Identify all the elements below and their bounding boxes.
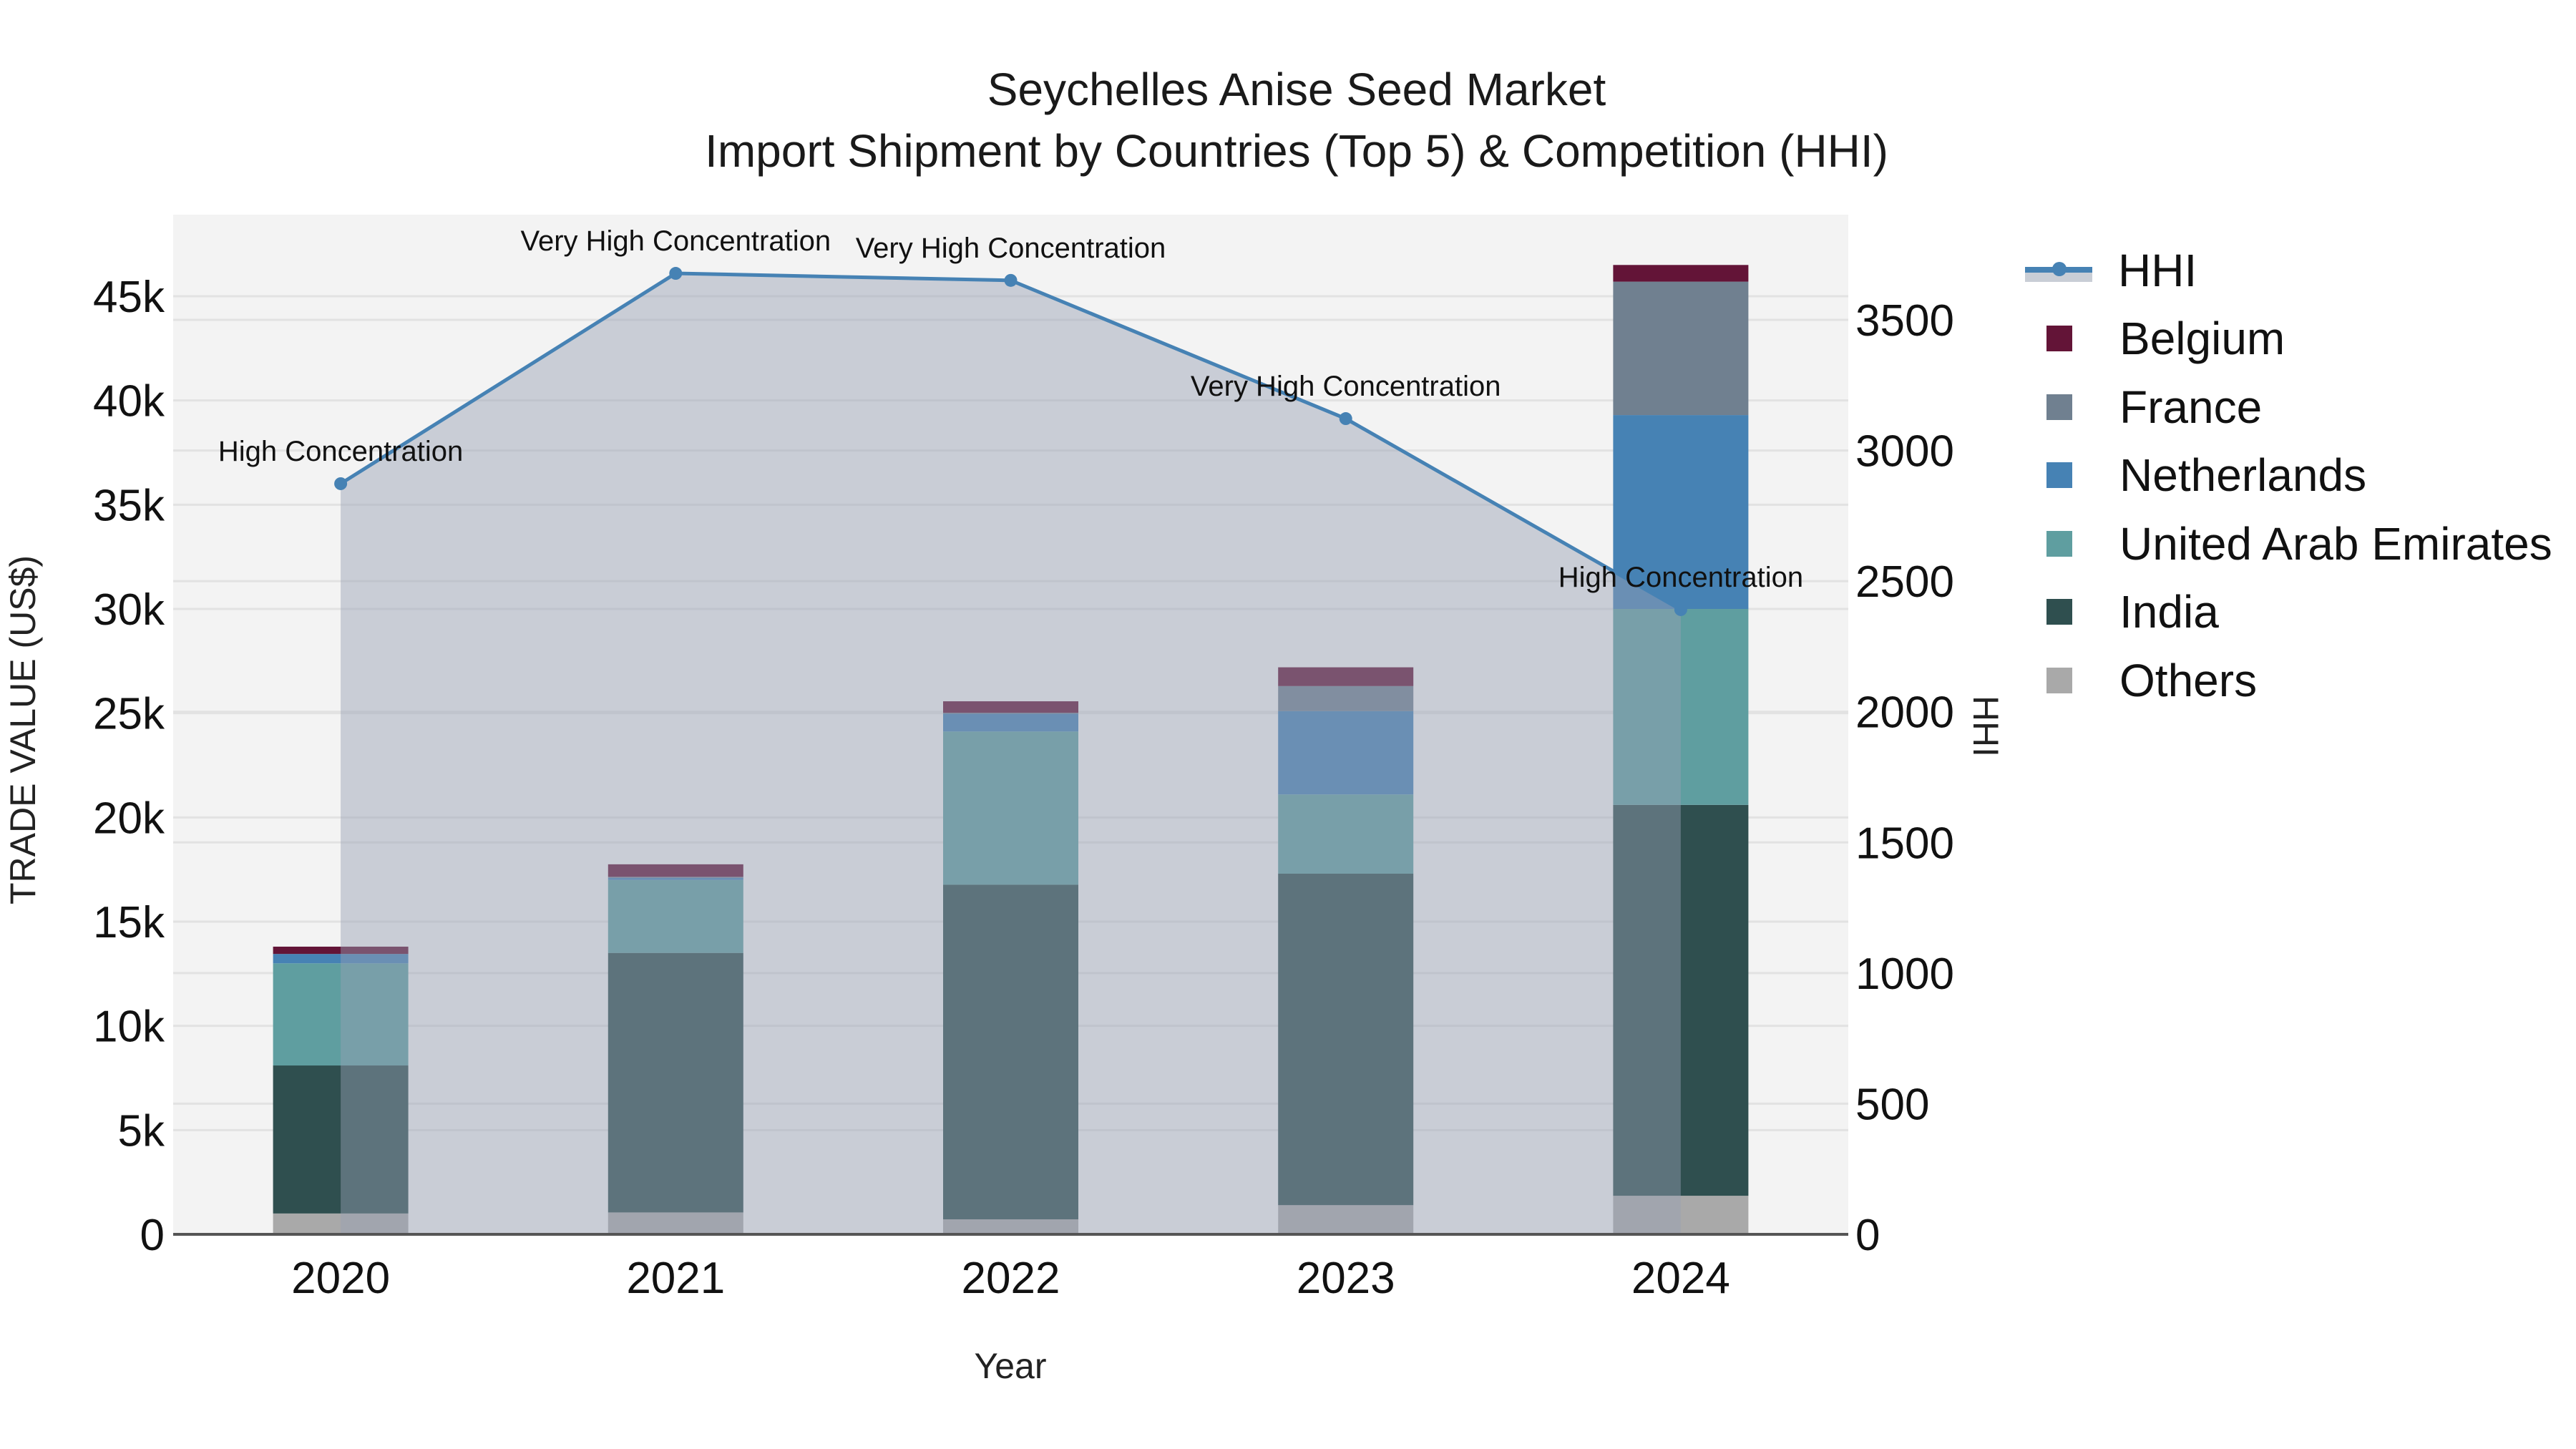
x-tick-label: 2020 [291,1254,390,1303]
legend-label: HHI [2118,244,2197,296]
legend-label: Belgium [2119,313,2285,365]
bar-segment[interactable] [943,731,1078,885]
chart-subtitle: Import Shipment by Countries (Top 5) & C… [705,125,1888,177]
color-swatch-icon [2046,599,2072,625]
legend-item-uae[interactable]: United Arab Emirates [2025,509,2552,578]
bar-segment[interactable] [1278,686,1414,711]
legend-label: United Arab Emirates [2119,517,2552,570]
y-tick-label: 35k [93,481,165,530]
y2-tick-label: 1500 [1855,819,1954,868]
hhi-point[interactable] [1674,602,1687,616]
bar-segment[interactable] [608,877,743,880]
y-tick-label: 25k [93,690,165,739]
bar-segment[interactable] [943,1219,1078,1234]
y2-tick-label: 1000 [1855,950,1954,999]
x-axis-title: Year [974,1346,1047,1386]
x-tick-label: 2023 [1297,1254,1395,1303]
bar-segment[interactable] [273,1213,409,1234]
legend-item-belgium[interactable]: Belgium [2025,305,2552,374]
bar-segment[interactable] [1278,711,1414,795]
y-tick-label: 5k [118,1106,165,1156]
y2-tick-label: 3500 [1855,296,1954,346]
hhi-point[interactable] [669,267,683,280]
y-tick-label: 10k [93,1002,165,1052]
bar-segment[interactable] [1613,804,1749,1196]
color-swatch-icon [2046,667,2072,693]
legend-item-india[interactable]: India [2025,578,2552,647]
legend-item-others[interactable]: Others [2025,646,2552,715]
hhi-annotation: High Concentration [1558,562,1803,593]
bar-segment[interactable] [943,884,1078,1220]
line-marker-icon [2025,256,2092,285]
bar-segment[interactable] [273,1065,409,1214]
bar-segment[interactable] [608,952,743,1213]
x-tick-label: 2021 [626,1254,725,1303]
color-swatch-icon [2046,530,2072,557]
bar-segment[interactable] [273,946,409,955]
bar-segment[interactable] [943,713,1078,732]
y-tick-label: 0 [140,1211,165,1260]
legend-item-france[interactable]: France [2025,373,2552,441]
bar-segment[interactable] [1278,794,1414,874]
legend-item-netherlands[interactable]: Netherlands [2025,441,2552,510]
color-swatch-icon [2046,462,2072,489]
y-tick-label: 15k [93,898,165,947]
hhi-area [341,273,1681,1234]
y-tick-label: 45k [93,273,165,322]
y-tick-label: 30k [93,585,165,635]
bar-segment[interactable] [608,864,743,877]
x-tick-label: 2024 [1631,1254,1730,1303]
bar-segment[interactable] [608,879,743,953]
y2-tick-label: 2500 [1855,557,1954,607]
color-swatch-icon [2046,326,2072,352]
bar-segment[interactable] [273,954,409,964]
color-swatch-icon [2046,394,2072,420]
bar-segment[interactable] [1613,265,1749,282]
y-axis-right-title: HHI [1966,695,2006,758]
bar-segment[interactable] [1613,415,1749,609]
bar-segment[interactable] [1613,609,1749,805]
y2-tick-label: 500 [1855,1080,1929,1129]
bar-segment[interactable] [608,1212,743,1234]
bar-segment[interactable] [273,963,409,1066]
hhi-annotation: Very High Concentration [1191,371,1501,402]
y2-tick-label: 3000 [1855,427,1954,477]
legend-item-hhi[interactable]: HHI [2025,236,2552,305]
bar-segment[interactable] [1613,1196,1749,1234]
legend: HHI Belgium France Netherlands United Ar… [2025,236,2552,715]
bar-segment[interactable] [1613,281,1749,416]
hhi-point[interactable] [1339,412,1352,426]
y2-tick-label: 2000 [1855,688,1954,738]
y-axis-left-title: TRADE VALUE (US$) [3,555,43,905]
bar-segment[interactable] [1278,1205,1414,1234]
chart-title: Seychelles Anise Seed Market [987,64,1606,115]
hhi-annotation: Very High Concentration [856,233,1166,264]
hhi-annotation: Very High Concentration [521,225,831,257]
bar-segment[interactable] [1278,873,1414,1206]
x-tick-label: 2022 [962,1254,1060,1303]
hhi-point[interactable] [1004,273,1018,287]
legend-label: Netherlands [2119,449,2367,502]
y2-tick-label: 0 [1855,1211,1880,1260]
hhi-annotation: High Concentration [218,436,463,467]
y-tick-label: 40k [93,377,165,426]
bar-segment[interactable] [1278,667,1414,686]
y-tick-label: 20k [93,794,165,843]
bar-segment[interactable] [943,701,1078,713]
hhi-point[interactable] [334,477,348,490]
legend-label: France [2119,381,2263,433]
legend-label: Others [2119,654,2258,706]
legend-label: India [2119,586,2219,638]
